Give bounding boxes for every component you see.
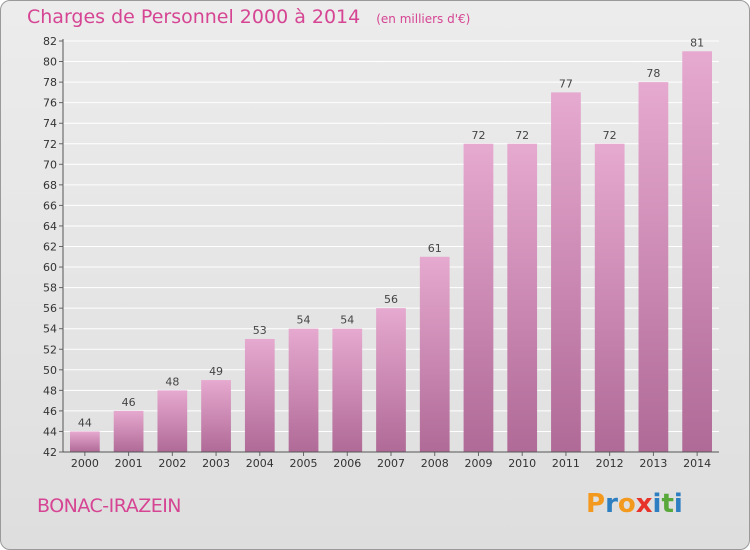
- data-label: 72: [515, 129, 529, 142]
- x-tick-label: 2013: [639, 457, 667, 470]
- bar: [638, 82, 669, 452]
- logo-letter: o: [617, 489, 636, 519]
- data-label: 49: [209, 365, 223, 378]
- bar: [594, 143, 625, 452]
- data-label: 44: [78, 416, 92, 429]
- bar: [376, 308, 406, 452]
- x-tick-label: 2001: [115, 457, 143, 470]
- bar: [682, 51, 713, 453]
- y-tick-label: 44: [43, 425, 57, 438]
- bar: [551, 92, 581, 452]
- y-tick-label: 48: [43, 384, 57, 397]
- y-tick-label: 70: [43, 158, 57, 171]
- data-label: 53: [253, 324, 267, 337]
- logo-letter: P: [586, 489, 606, 519]
- y-tick-label: 78: [43, 76, 57, 89]
- y-tick-label: 46: [43, 405, 57, 418]
- x-tick-label: 2004: [246, 457, 274, 470]
- y-tick-label: 66: [43, 199, 57, 212]
- data-label: 81: [690, 36, 704, 49]
- y-tick-label: 52: [43, 343, 57, 356]
- x-tick-label: 2006: [333, 457, 361, 470]
- labels: 42 44 46 48 50 52 54 56 58 60 62 64 66 68 70 72 74 76 78 80…: [43, 35, 711, 470]
- bar: [201, 380, 231, 452]
- y-tick-label: 68: [43, 179, 57, 192]
- y-tick-label: 80: [43, 56, 57, 69]
- data-label: 72: [471, 129, 485, 142]
- x-tick-label: 2003: [202, 457, 230, 470]
- x-tick-label: 2011: [552, 457, 580, 470]
- y-tick-label: 82: [43, 35, 57, 48]
- chart-title: Charges de Personnel 2000 à 2014: [27, 6, 361, 28]
- y-tick-label: 74: [43, 117, 57, 130]
- x-tick-label: 2000: [71, 457, 99, 470]
- x-tick-label: 2014: [683, 457, 711, 470]
- y-tick-label: 54: [43, 323, 57, 336]
- logo-letter: t: [661, 489, 674, 519]
- axes: [59, 39, 719, 456]
- bar: [463, 143, 494, 452]
- data-label: 61: [428, 242, 442, 255]
- bar: [419, 256, 450, 452]
- y-tick-label: 76: [43, 97, 57, 110]
- bar: [288, 328, 319, 452]
- bar: [332, 328, 363, 452]
- data-label: 54: [297, 314, 311, 327]
- bar: [69, 431, 100, 452]
- x-tick-label: 2002: [158, 457, 186, 470]
- x-tick-label: 2008: [421, 457, 449, 470]
- y-tick-label: 64: [43, 220, 57, 233]
- bars: [69, 51, 713, 453]
- data-label: 77: [559, 77, 573, 90]
- data-label: 54: [340, 314, 354, 327]
- bar: [157, 390, 188, 452]
- bar: [507, 143, 538, 452]
- commune-name: BONAC-IRAZEIN: [37, 495, 182, 517]
- chart-subtitle: (en milliers d'€): [376, 12, 471, 26]
- y-tick-label: 60: [43, 261, 57, 274]
- data-label: 46: [122, 396, 136, 409]
- x-tick-label: 2007: [377, 457, 405, 470]
- logo-letter: i: [673, 489, 683, 519]
- x-tick-label: 2010: [508, 457, 536, 470]
- logo-letter: x: [635, 489, 653, 519]
- data-label: 72: [603, 129, 617, 142]
- y-tick-label: 50: [43, 364, 57, 377]
- x-tick-label: 2005: [290, 457, 318, 470]
- y-tick-label: 72: [43, 138, 57, 151]
- y-tick-label: 62: [43, 241, 57, 254]
- y-tick-label: 58: [43, 282, 57, 295]
- bar: [244, 338, 275, 452]
- data-label: 78: [646, 67, 660, 80]
- y-tick-label: 56: [43, 302, 57, 315]
- logo-letter: i: [652, 489, 662, 519]
- x-tick-label: 2009: [464, 457, 492, 470]
- proxiti-logo: Proxiti: [586, 489, 683, 519]
- data-label: 56: [384, 293, 398, 306]
- y-tick-label: 42: [43, 446, 57, 459]
- data-label: 48: [165, 375, 179, 388]
- chart-title-block: Charges de Personnel 2000 à 2014 (en mill…: [27, 6, 470, 28]
- bar: [113, 410, 144, 452]
- logo-letter: r: [605, 489, 618, 519]
- x-tick-label: 2012: [596, 457, 624, 470]
